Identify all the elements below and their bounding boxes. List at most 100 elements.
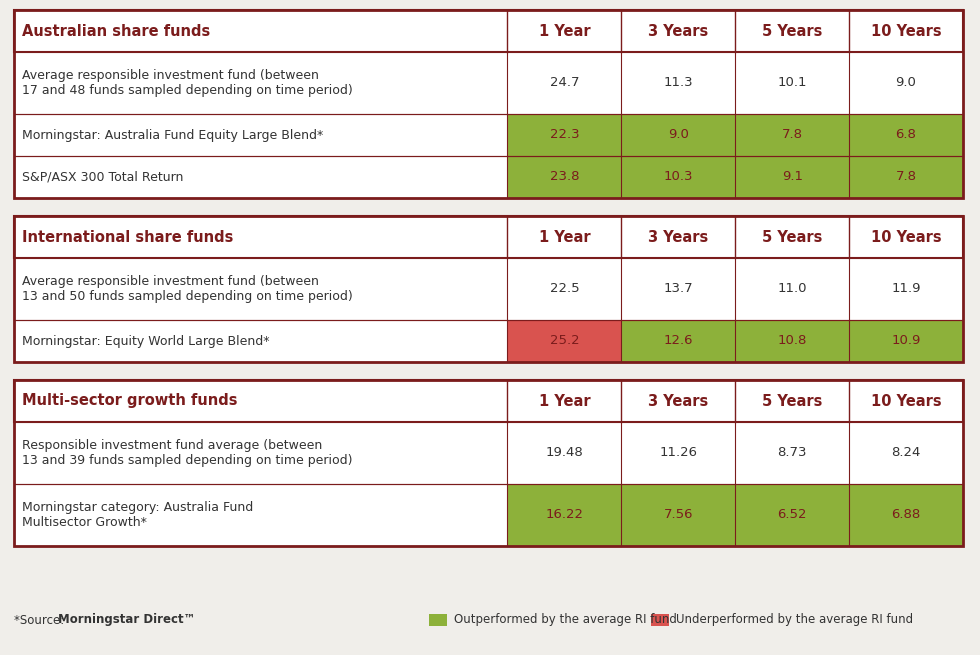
Text: 6.8: 6.8 <box>896 128 916 141</box>
Bar <box>621 320 735 362</box>
Text: 7.56: 7.56 <box>663 508 693 521</box>
Bar <box>621 258 735 320</box>
Text: 10.8: 10.8 <box>777 335 807 348</box>
Text: Average responsible investment fund (between
17 and 48 funds sampled depending o: Average responsible investment fund (bet… <box>22 69 353 97</box>
Bar <box>428 614 447 626</box>
Text: 22.3: 22.3 <box>550 128 579 141</box>
Text: Morningstar: Australia Fund Equity Large Blend*: Morningstar: Australia Fund Equity Large… <box>22 128 323 141</box>
Text: 7.8: 7.8 <box>896 170 916 183</box>
Text: 9.0: 9.0 <box>896 77 916 90</box>
Text: 16.22: 16.22 <box>546 508 583 521</box>
Bar <box>735 484 849 546</box>
Bar <box>14 258 963 320</box>
Bar <box>849 156 963 198</box>
Bar <box>14 484 963 546</box>
Bar <box>14 422 508 484</box>
Bar <box>508 258 621 320</box>
Text: 11.0: 11.0 <box>777 282 807 295</box>
Text: 5 Years: 5 Years <box>762 24 822 39</box>
Bar <box>621 114 735 156</box>
Text: 11.3: 11.3 <box>663 77 693 90</box>
Bar <box>508 422 621 484</box>
Text: Multi-sector growth funds: Multi-sector growth funds <box>22 394 237 409</box>
Text: Morningstar Direct™: Morningstar Direct™ <box>58 614 195 626</box>
Text: 6.52: 6.52 <box>777 508 807 521</box>
Bar <box>14 114 508 156</box>
Text: Morningstar: Equity World Large Blend*: Morningstar: Equity World Large Blend* <box>22 335 270 348</box>
Bar <box>14 10 963 198</box>
Text: 3 Years: 3 Years <box>648 229 709 244</box>
Bar <box>735 52 849 114</box>
Text: 10 Years: 10 Years <box>870 229 942 244</box>
Bar <box>508 156 621 198</box>
Text: 25.2: 25.2 <box>550 335 579 348</box>
Text: 10.9: 10.9 <box>892 335 921 348</box>
Text: 23.8: 23.8 <box>550 170 579 183</box>
Text: *Source:: *Source: <box>14 614 68 626</box>
Text: 22.5: 22.5 <box>550 282 579 295</box>
Bar <box>508 484 621 546</box>
Text: 1 Year: 1 Year <box>539 394 590 409</box>
Bar <box>14 484 508 546</box>
Text: 1 Year: 1 Year <box>539 24 590 39</box>
Bar <box>14 216 963 258</box>
Bar <box>849 484 963 546</box>
Text: 3 Years: 3 Years <box>648 394 709 409</box>
Bar <box>735 320 849 362</box>
Bar <box>14 156 963 198</box>
Text: 1 Year: 1 Year <box>539 229 590 244</box>
Text: 10 Years: 10 Years <box>870 394 942 409</box>
Bar <box>849 52 963 114</box>
Bar <box>14 422 963 484</box>
Bar <box>14 380 963 422</box>
Bar <box>508 52 621 114</box>
Text: 9.1: 9.1 <box>782 170 803 183</box>
Text: 10.3: 10.3 <box>663 170 693 183</box>
Bar <box>651 614 669 626</box>
Bar <box>735 114 849 156</box>
Bar <box>14 320 963 362</box>
Text: International share funds: International share funds <box>22 229 233 244</box>
Bar <box>849 422 963 484</box>
Text: 6.88: 6.88 <box>892 508 920 521</box>
Text: 3 Years: 3 Years <box>648 24 709 39</box>
Text: S&P/ASX 300 Total Return: S&P/ASX 300 Total Return <box>22 170 183 183</box>
Bar <box>14 258 508 320</box>
Text: 5 Years: 5 Years <box>762 394 822 409</box>
Bar <box>508 114 621 156</box>
Text: Average responsible investment fund (between
13 and 50 funds sampled depending o: Average responsible investment fund (bet… <box>22 275 353 303</box>
Bar <box>14 10 963 52</box>
Text: 10.1: 10.1 <box>777 77 807 90</box>
Bar <box>14 320 508 362</box>
Text: 8.73: 8.73 <box>777 447 807 460</box>
Text: 11.9: 11.9 <box>891 282 921 295</box>
Bar <box>621 156 735 198</box>
Bar <box>14 216 963 362</box>
Text: Responsible investment fund average (between
13 and 39 funds sampled depending o: Responsible investment fund average (bet… <box>22 439 353 467</box>
Bar <box>14 52 508 114</box>
Text: 12.6: 12.6 <box>663 335 693 348</box>
Text: 19.48: 19.48 <box>546 447 583 460</box>
Text: Outperformed by the average RI fund: Outperformed by the average RI fund <box>454 614 676 626</box>
Text: Australian share funds: Australian share funds <box>22 24 210 39</box>
Bar <box>849 114 963 156</box>
Text: Morningstar category: Australia Fund
Multisector Growth*: Morningstar category: Australia Fund Mul… <box>22 501 253 529</box>
Text: 8.24: 8.24 <box>892 447 921 460</box>
Bar <box>621 52 735 114</box>
Bar <box>14 52 963 114</box>
Bar <box>735 258 849 320</box>
Text: 5 Years: 5 Years <box>762 229 822 244</box>
Text: 11.26: 11.26 <box>660 447 697 460</box>
Bar <box>14 114 963 156</box>
Bar <box>735 156 849 198</box>
Bar <box>735 422 849 484</box>
Bar <box>14 380 963 546</box>
Text: 10 Years: 10 Years <box>870 24 942 39</box>
Text: 9.0: 9.0 <box>667 128 689 141</box>
Bar <box>621 484 735 546</box>
Bar <box>849 258 963 320</box>
Bar <box>849 320 963 362</box>
Text: Underperformed by the average RI fund: Underperformed by the average RI fund <box>676 614 913 626</box>
Text: 13.7: 13.7 <box>663 282 693 295</box>
Bar <box>621 422 735 484</box>
